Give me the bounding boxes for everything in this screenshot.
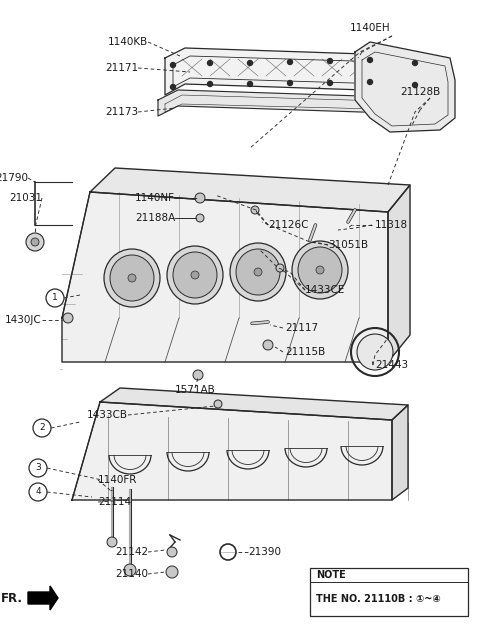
Circle shape <box>288 60 292 64</box>
Text: 21140: 21140 <box>115 569 148 579</box>
Text: NOTE: NOTE <box>316 570 346 580</box>
Bar <box>310 568 468 616</box>
Text: 21126C: 21126C <box>268 220 309 230</box>
Text: FR.: FR. <box>1 591 23 604</box>
Polygon shape <box>72 402 392 500</box>
Ellipse shape <box>316 266 324 274</box>
Circle shape <box>368 80 372 85</box>
Polygon shape <box>355 42 455 132</box>
Text: 4: 4 <box>35 488 41 497</box>
Text: 21115B: 21115B <box>285 347 325 357</box>
Circle shape <box>207 60 213 66</box>
Ellipse shape <box>292 241 348 299</box>
Text: THE NO. 21110B : ①~④: THE NO. 21110B : ①~④ <box>316 594 441 604</box>
Text: 21790: 21790 <box>0 173 28 183</box>
Text: 3: 3 <box>35 464 41 473</box>
Text: 21114: 21114 <box>98 497 131 507</box>
Ellipse shape <box>173 252 217 298</box>
Circle shape <box>214 400 222 408</box>
Polygon shape <box>100 388 408 420</box>
Circle shape <box>195 193 205 203</box>
Circle shape <box>288 81 292 85</box>
Polygon shape <box>90 168 410 212</box>
Text: 31051B: 31051B <box>328 240 368 250</box>
Text: 1140EH: 1140EH <box>350 23 391 33</box>
Text: 1430JC: 1430JC <box>5 315 42 325</box>
Circle shape <box>166 566 178 578</box>
Circle shape <box>26 233 44 251</box>
Text: 21128B: 21128B <box>400 87 440 97</box>
Circle shape <box>124 564 136 576</box>
Circle shape <box>368 57 372 62</box>
Circle shape <box>170 85 176 90</box>
Circle shape <box>357 334 393 370</box>
Text: 11318: 11318 <box>375 220 408 230</box>
Circle shape <box>276 264 284 272</box>
Polygon shape <box>392 405 408 500</box>
Text: 21188A: 21188A <box>135 213 175 223</box>
Ellipse shape <box>254 268 262 276</box>
Circle shape <box>193 370 203 380</box>
Text: 21173: 21173 <box>105 107 138 117</box>
Polygon shape <box>158 90 422 116</box>
Circle shape <box>263 340 273 350</box>
Text: 1433CE: 1433CE <box>305 285 346 295</box>
Text: 2: 2 <box>39 424 45 432</box>
Text: 1571AB: 1571AB <box>175 385 216 395</box>
Circle shape <box>167 547 177 557</box>
Circle shape <box>31 238 39 246</box>
Circle shape <box>327 59 333 64</box>
Text: 1140KB: 1140KB <box>108 37 148 47</box>
Circle shape <box>207 81 213 86</box>
Polygon shape <box>388 185 410 362</box>
Circle shape <box>412 60 418 66</box>
Text: 21117: 21117 <box>285 323 318 333</box>
Polygon shape <box>165 48 425 95</box>
Text: 1: 1 <box>52 293 58 303</box>
Circle shape <box>251 206 259 214</box>
Polygon shape <box>28 586 58 610</box>
Text: 21171: 21171 <box>105 63 138 73</box>
Circle shape <box>63 313 73 323</box>
Ellipse shape <box>191 271 199 279</box>
Ellipse shape <box>230 243 286 301</box>
Ellipse shape <box>128 274 136 282</box>
Text: 21443: 21443 <box>375 360 408 370</box>
Polygon shape <box>62 192 388 362</box>
Ellipse shape <box>110 255 154 301</box>
Circle shape <box>248 60 252 66</box>
Circle shape <box>327 81 333 85</box>
Text: 21031: 21031 <box>9 193 42 203</box>
Text: 1140NF: 1140NF <box>135 193 175 203</box>
Circle shape <box>196 214 204 222</box>
Text: 21390: 21390 <box>248 547 281 557</box>
Circle shape <box>170 62 176 67</box>
Text: 1140FR: 1140FR <box>98 475 137 485</box>
Ellipse shape <box>167 246 223 304</box>
Ellipse shape <box>236 249 280 295</box>
Circle shape <box>248 81 252 86</box>
Ellipse shape <box>104 249 160 307</box>
Circle shape <box>412 83 418 88</box>
Text: 1433CB: 1433CB <box>87 410 128 420</box>
Ellipse shape <box>298 247 342 293</box>
Circle shape <box>107 537 117 547</box>
Text: 21142: 21142 <box>115 547 148 557</box>
